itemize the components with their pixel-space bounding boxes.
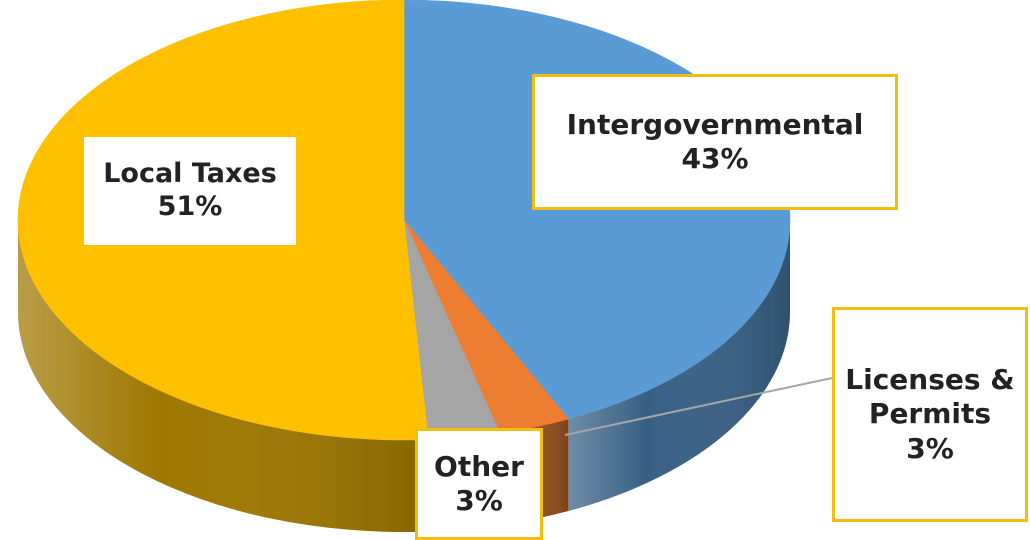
- label-intergovernmental-value: 43%: [681, 142, 749, 175]
- label-licenses-value: 3%: [906, 431, 954, 465]
- label-licenses-name-2: Permits: [868, 397, 992, 431]
- data-label-local-taxes: Local Taxes 51%: [84, 137, 296, 245]
- leader-line-licenses: [564, 377, 833, 436]
- label-local-taxes-value: 51%: [157, 191, 223, 222]
- label-intergovernmental-name: Intergovernmental: [566, 107, 864, 141]
- label-other-value: 3%: [455, 484, 503, 517]
- label-licenses-name-1: Licenses &: [845, 363, 1015, 397]
- data-label-other: Other 3%: [415, 428, 543, 540]
- pie-side-shading-local-taxes: [18, 220, 429, 532]
- label-other-name: Other: [434, 449, 524, 483]
- data-label-licenses-permits: Licenses & Permits 3%: [832, 307, 1028, 522]
- pie-side-shading-intergovernmental: [568, 220, 790, 512]
- label-local-taxes-name: Local Taxes: [103, 158, 277, 190]
- data-label-intergovernmental: Intergovernmental 43%: [532, 74, 898, 210]
